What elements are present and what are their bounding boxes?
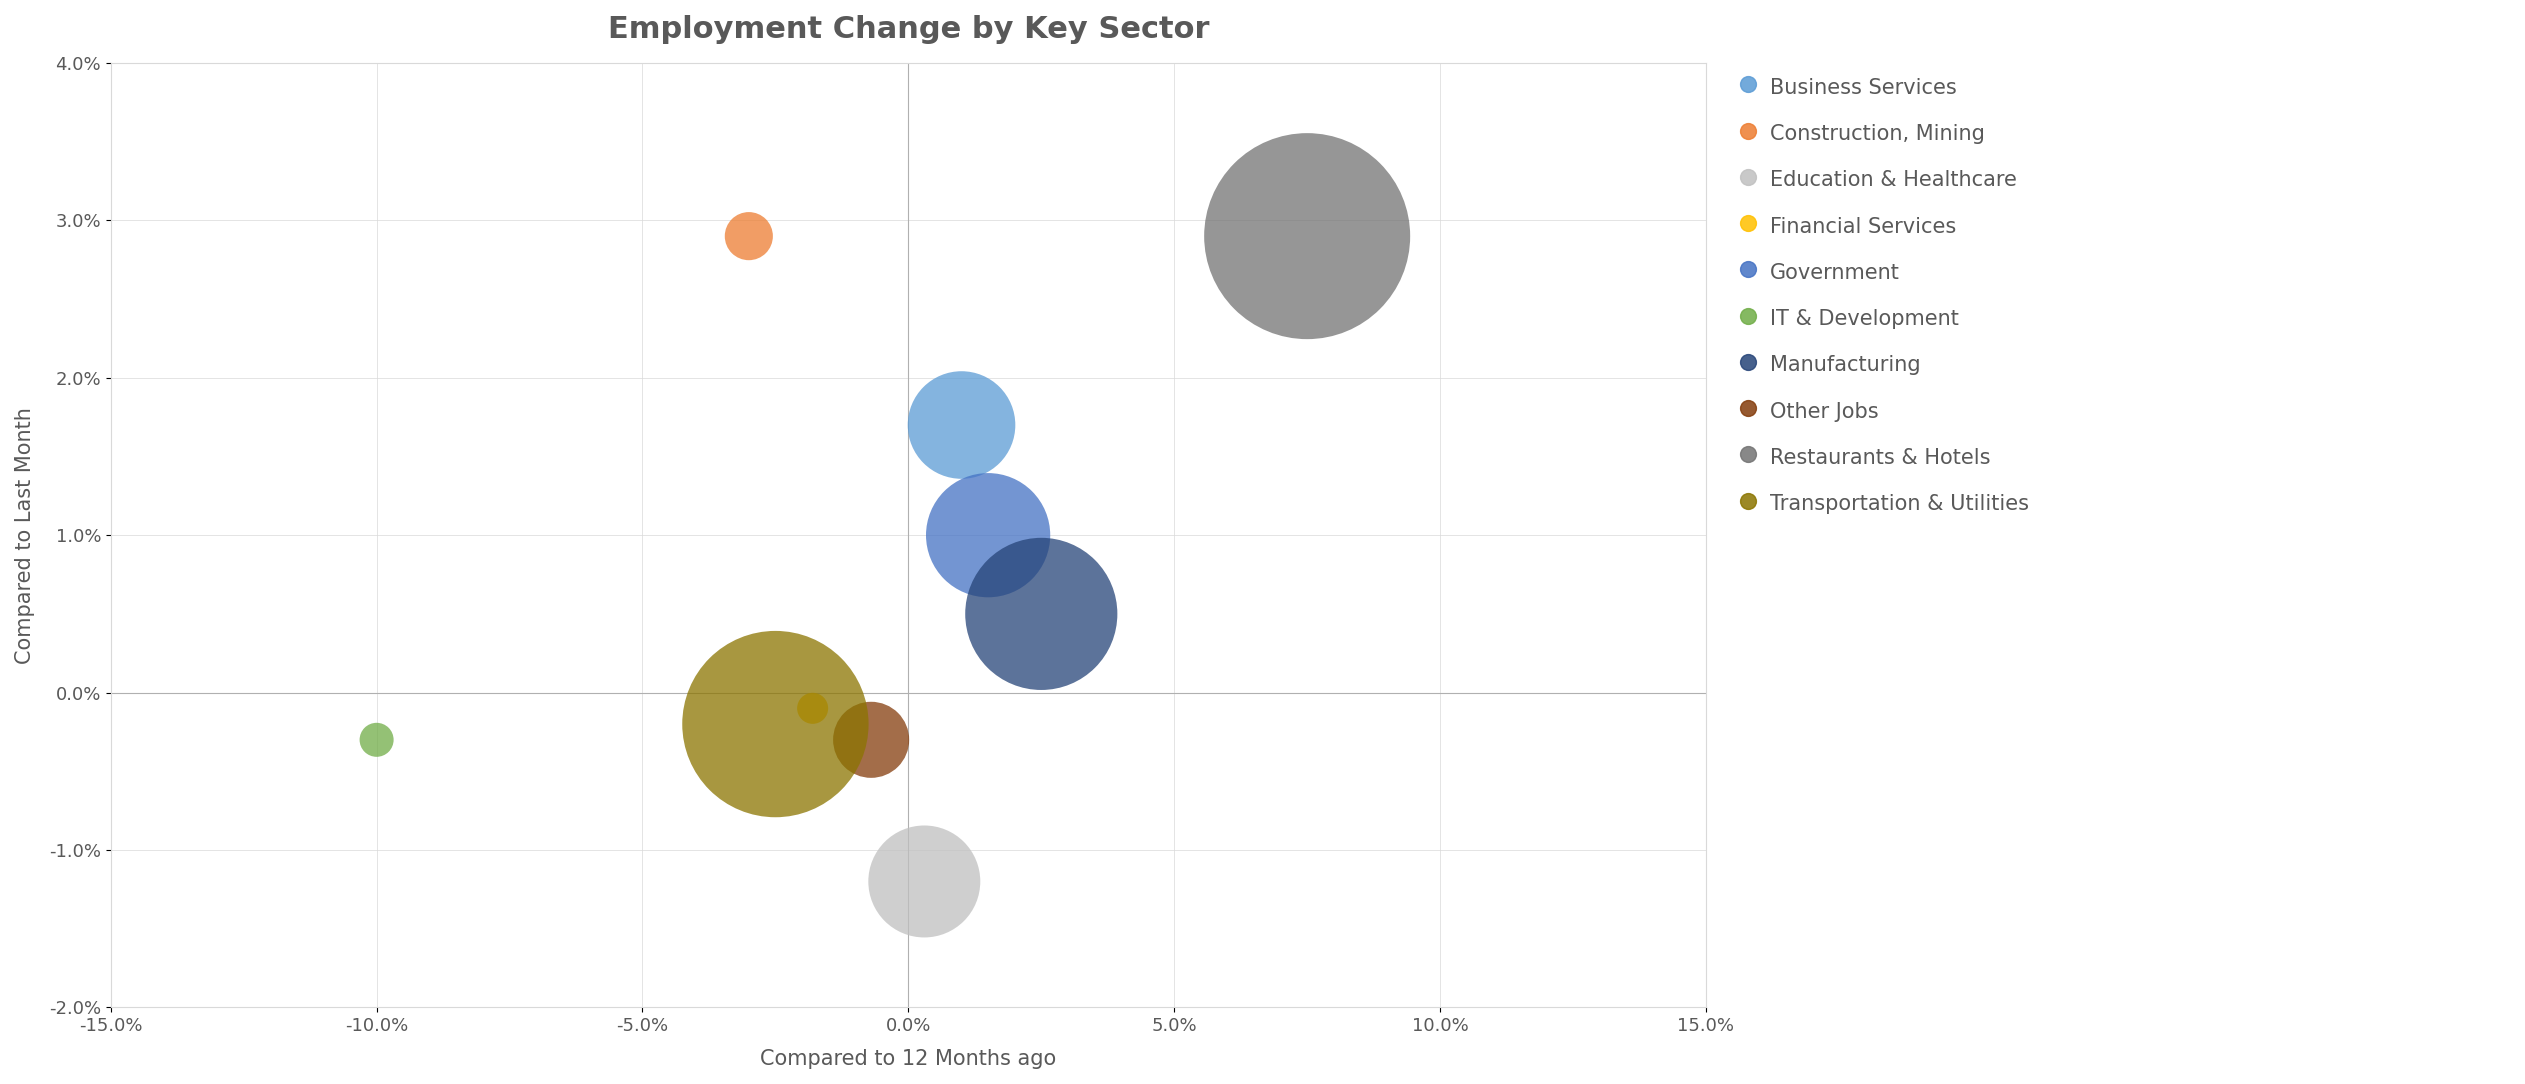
Transportation & Utilities xyxy=(755,715,795,733)
Title: Employment Change by Key Sector: Employment Change by Key Sector xyxy=(609,15,1209,44)
Other Jobs xyxy=(851,731,891,748)
Restaurants & Hotels xyxy=(1288,228,1328,245)
Business Services xyxy=(942,416,982,434)
Education & Healthcare xyxy=(904,873,944,890)
Financial Services xyxy=(793,699,833,717)
IT & Development xyxy=(356,731,396,748)
Legend: Business Services, Construction, Mining, Education & Healthcare, Financial Servi: Business Services, Construction, Mining,… xyxy=(1732,64,2040,527)
X-axis label: Compared to 12 Months ago: Compared to 12 Months ago xyxy=(760,1049,1055,1069)
Y-axis label: Compared to Last Month: Compared to Last Month xyxy=(15,406,35,663)
Manufacturing xyxy=(1020,605,1060,622)
Government xyxy=(967,527,1007,544)
Construction, Mining xyxy=(730,228,770,245)
